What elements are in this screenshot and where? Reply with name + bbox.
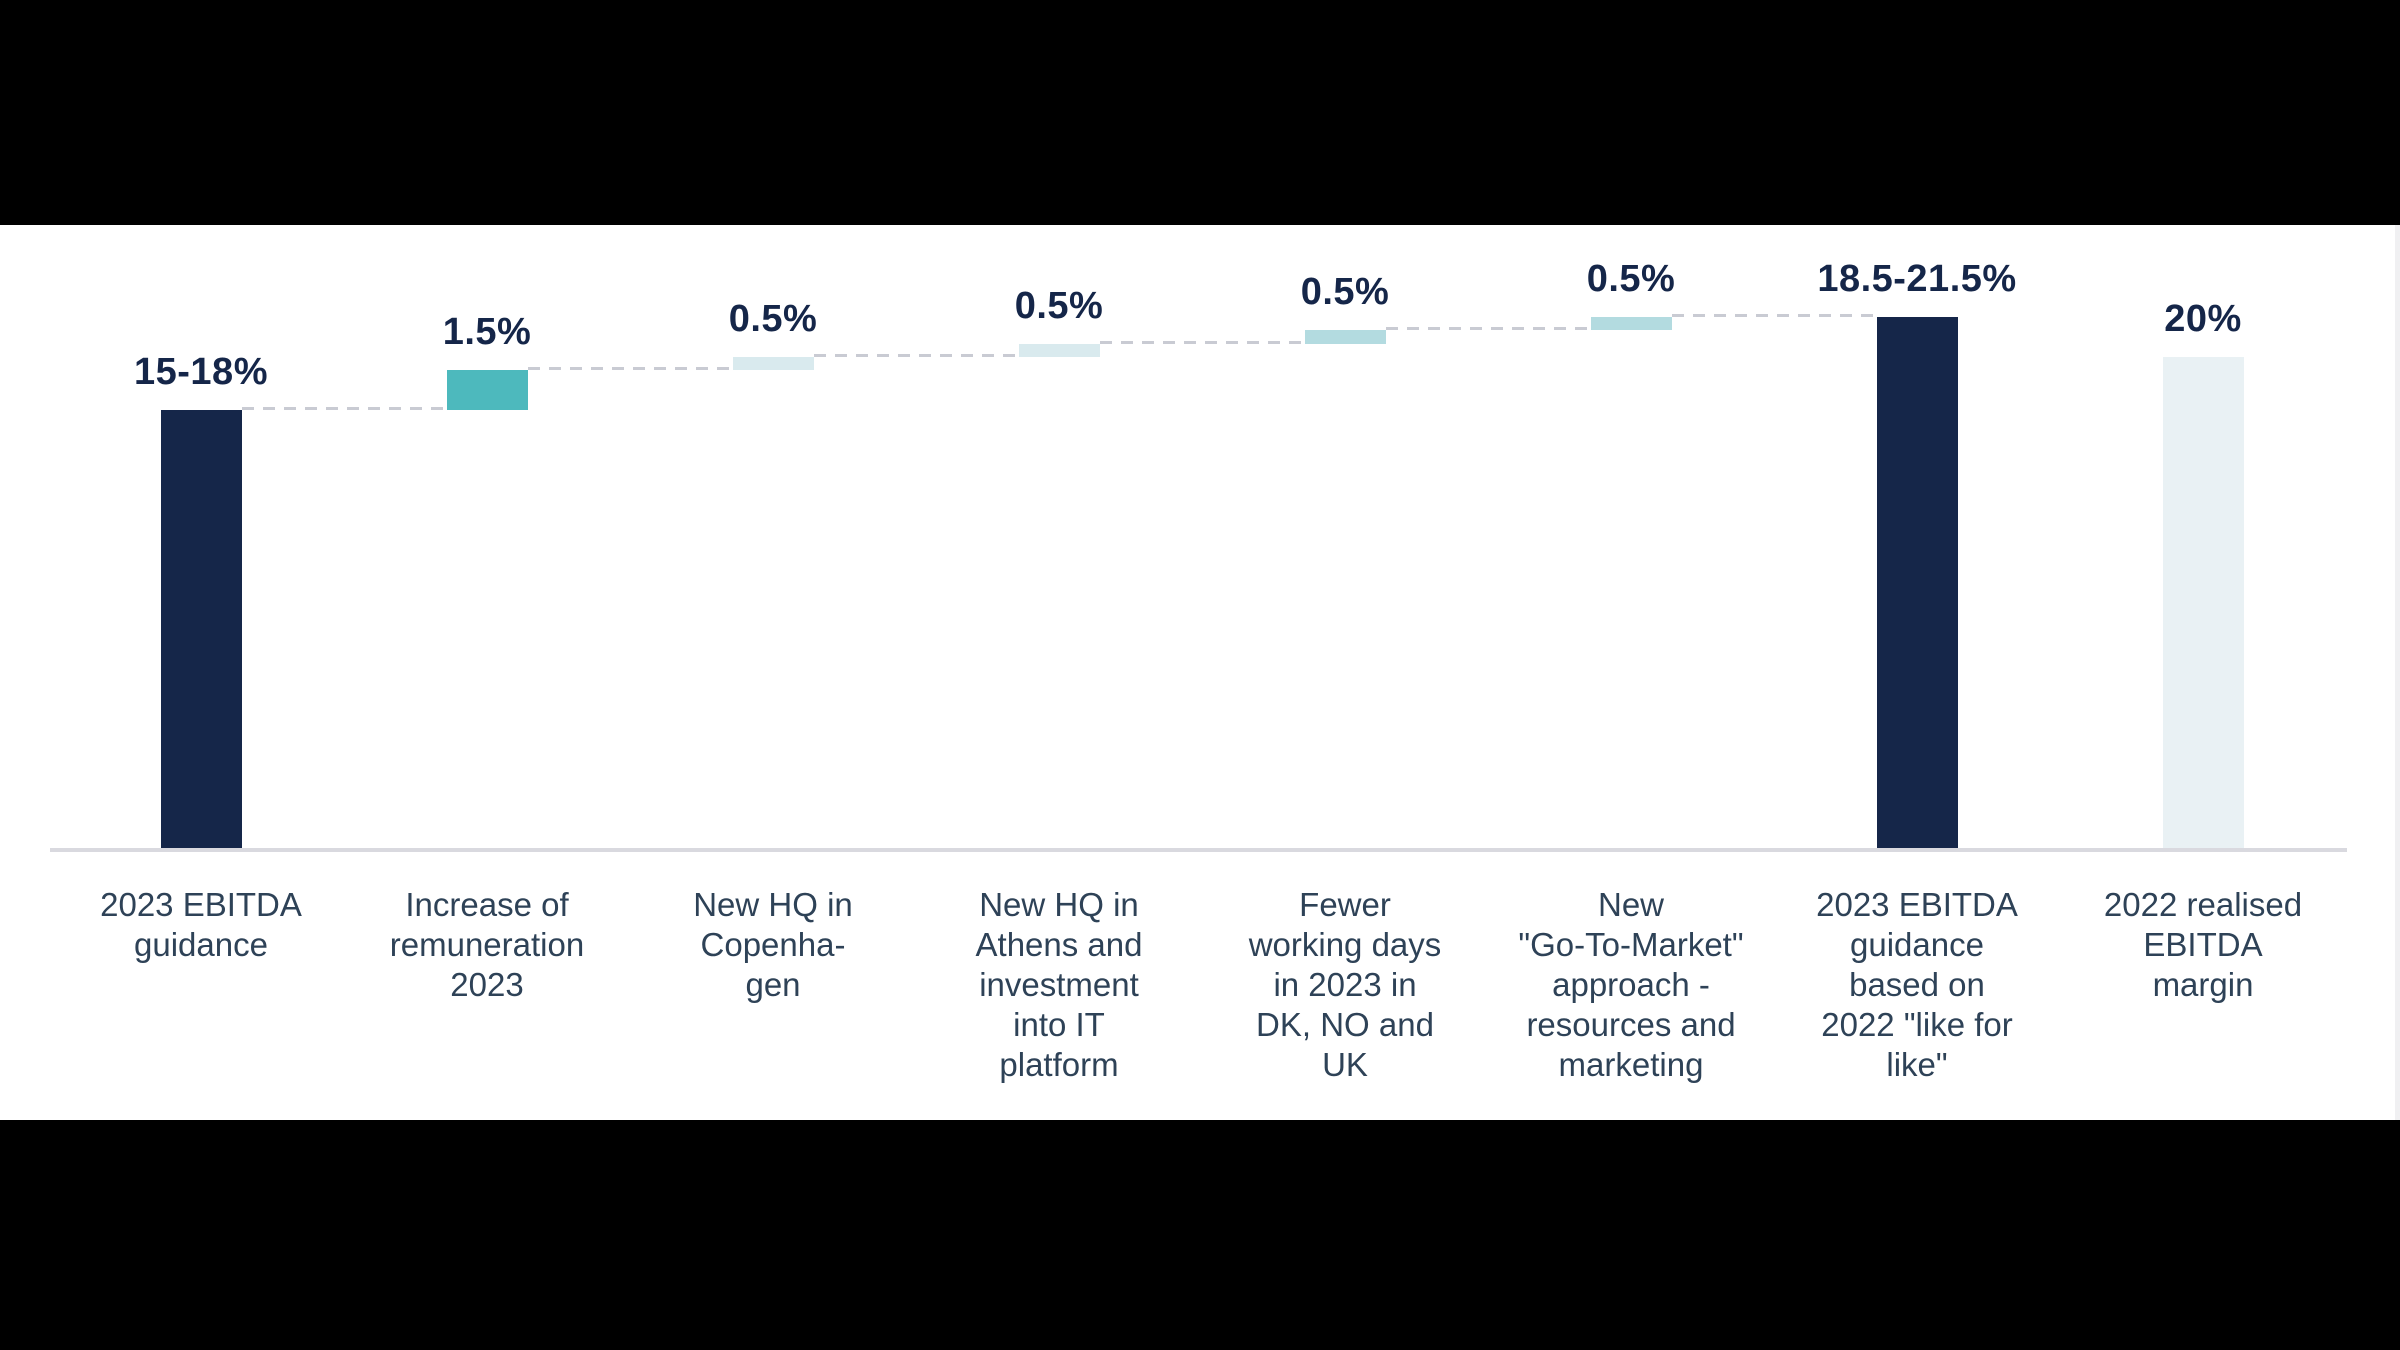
bar-fewer-working-days [1304,330,1386,344]
connector-fewer-working-days-to-new-go-to-market-approach [1385,327,1591,331]
value-label-new-go-to-market-approach: 0.5% [1586,258,1676,300]
x-axis-line [50,848,2347,852]
bar-2022-realised-ebitda-margin [2162,356,2244,848]
value-label-new-hq-copenhagen: 0.5% [728,297,818,340]
connector-new-hq-athens-it-platform-to-fewer-working-days [1099,340,1305,344]
value-label-fewer-working-days: 0.5% [1300,271,1390,314]
category-label-2023-ebitda-guidance-like-for-like: 2023 EBITDA guidance based on 2022 "like… [1816,886,2018,1083]
connector-2023-ebitda-guidance-to-increase-of-remuneration-2023 [241,406,447,410]
category-label-new-go-to-market-approach: New "Go-To-Market" approach - resources … [1518,886,1744,1083]
value-label-2023-ebitda-guidance: 15-18% [134,350,268,393]
connector-new-go-to-market-approach-to-2023-ebitda-guidance-like-for-like [1671,314,1877,317]
value-label-new-hq-athens-it-platform: 0.5% [1014,284,1104,327]
bar-2023-ebitda-guidance-like-for-like [1876,317,1958,848]
bar-new-hq-copenhagen [732,356,814,371]
value-label-2023-ebitda-guidance-like-for-like: 18.5-21.5% [1817,258,2017,300]
bar-new-hq-athens-it-platform [1018,343,1100,357]
bar-increase-of-remuneration-2023 [446,370,528,410]
bar-new-go-to-market-approach [1590,317,1672,331]
category-label-2023-ebitda-guidance: 2023 EBITDA guidance [100,886,302,963]
connector-new-hq-copenhagen-to-new-hq-athens-it-platform [813,353,1019,357]
bar-2023-ebitda-guidance [160,409,242,848]
right-edge-artifact [2395,225,2400,1120]
value-label-increase-of-remuneration-2023: 1.5% [442,311,532,354]
slide-canvas: 15-18% 2023 EBITDA guidance 1.5% Increase o… [0,225,2400,1120]
category-label-fewer-working-days: Fewer working days in 2023 in DK, NO and… [1248,886,1442,1083]
category-label-increase-of-remuneration-2023: Increase of remuneration 2023 [389,886,585,1003]
value-label-2022-realised-ebitda-margin: 20% [2164,297,2242,340]
category-label-new-hq-athens-it-platform: New HQ in Athens and investment into IT … [975,886,1143,1083]
category-label-2022-realised-ebitda-margin: 2022 realised EBITDA margin [2103,886,2303,1003]
waterfall-chart: 15-18% 2023 EBITDA guidance 1.5% Increase o… [0,225,2400,1120]
category-label-new-hq-copenhagen: New HQ in Copenha- gen [693,886,853,1003]
connector-increase-of-remuneration-2023-to-new-hq-copenhagen [527,367,733,371]
